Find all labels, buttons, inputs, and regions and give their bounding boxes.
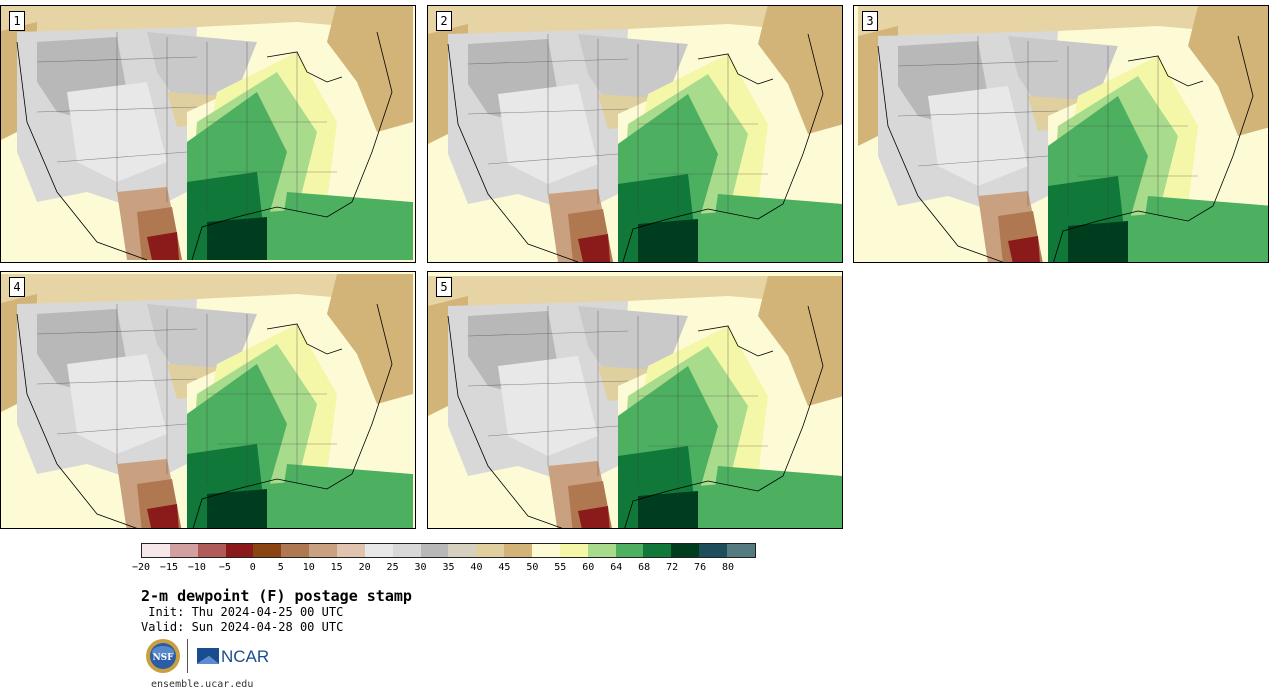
- valid-time: Valid: Sun 2024-04-28 00 UTC: [141, 620, 344, 634]
- colorbar-tick-label: 40: [470, 562, 483, 573]
- dewpoint-map: [1, 6, 413, 261]
- colorbar-tick-label: 25: [386, 562, 399, 573]
- colorbar-tick-label: −20: [131, 562, 151, 573]
- colorbar-tick-label: 55: [554, 562, 567, 573]
- init-time: Init: Thu 2024-04-25 00 UTC: [141, 605, 344, 619]
- colorbar-ticks: −20 −15 −10 −5 0 5 10 15 20 25 30 35 40 45 50 55 60 64 68 7…: [132, 562, 756, 576]
- colorbar-tick-label: 76: [694, 562, 707, 573]
- colorbar-tick-label: −5: [218, 562, 231, 573]
- colorbar-segment: [142, 544, 170, 557]
- colorbar-tick-label: 35: [442, 562, 455, 573]
- map-panel: 1: [0, 5, 416, 263]
- colorbar-tick-label: 72: [666, 562, 679, 573]
- map-panel: 2: [427, 5, 843, 263]
- colorbar: [141, 543, 756, 558]
- colorbar-segment: [671, 544, 700, 557]
- colorbar-tick-label: 68: [638, 562, 651, 573]
- footer-url: ensemble.ucar.edu: [151, 679, 254, 690]
- panel-label: 1: [9, 11, 25, 31]
- ncar-logo: NCAR: [197, 647, 269, 666]
- colorbar-segment: [309, 544, 338, 557]
- colorbar-tick-label: 64: [610, 562, 623, 573]
- colorbar-tick-label: 5: [277, 562, 284, 573]
- colorbar-tick-label: 20: [358, 562, 371, 573]
- colorbar-segment: [504, 544, 533, 557]
- colorbar-tick-label: −10: [187, 562, 206, 573]
- colorbar-segment: [392, 544, 421, 557]
- colorbar-segment: [225, 544, 254, 557]
- dewpoint-map: [428, 6, 842, 262]
- chart-title: 2-m dewpoint (F) postage stamp: [141, 587, 412, 605]
- colorbar-segment: [337, 544, 365, 557]
- colorbar-tick-label: 15: [330, 562, 343, 573]
- colorbar-tick-label: 45: [498, 562, 511, 573]
- colorbar-segment: [559, 544, 588, 557]
- colorbar-segment: [448, 544, 477, 557]
- panel-label: 3: [862, 11, 878, 31]
- colorbar-segment: [587, 544, 616, 557]
- colorbar-segment: [615, 544, 644, 557]
- nsf-logo: NSF: [146, 639, 180, 673]
- colorbar-segment: [169, 544, 198, 557]
- colorbar-segment: [197, 544, 226, 557]
- ncar-logo-text: NCAR: [221, 647, 269, 666]
- panel-label: 5: [436, 277, 452, 297]
- map-panel: 3: [853, 5, 1269, 263]
- colorbar-tick-label: 60: [582, 562, 595, 573]
- panel-label: 2: [436, 11, 452, 31]
- colorbar-tick-label: 0: [249, 562, 256, 573]
- colorbar-segment: [420, 544, 449, 557]
- colorbar-segment: [253, 544, 282, 557]
- colorbar-tick-label: 30: [414, 562, 427, 573]
- panel-label: 4: [9, 277, 25, 297]
- logo-divider: [187, 639, 188, 673]
- dewpoint-map: [1, 274, 413, 528]
- dewpoint-map: [428, 276, 842, 528]
- colorbar-segment: [476, 544, 505, 557]
- colorbar-segment: [281, 544, 310, 557]
- colorbar-segment: [532, 544, 560, 557]
- colorbar-tick-label: 80: [722, 562, 735, 573]
- colorbar-segment: [364, 544, 393, 557]
- dewpoint-map: [858, 6, 1268, 262]
- colorbar-tick-label: −15: [159, 562, 178, 573]
- colorbar-segment: [643, 544, 672, 557]
- colorbar-segment: [699, 544, 728, 557]
- colorbar-segment: [727, 544, 755, 557]
- colorbar-tick-label: 50: [526, 562, 539, 573]
- map-panel: 4: [0, 271, 416, 529]
- nsf-logo-text: NSF: [152, 653, 174, 663]
- colorbar-tick-label: 10: [302, 562, 315, 573]
- map-panel: 5: [427, 271, 843, 529]
